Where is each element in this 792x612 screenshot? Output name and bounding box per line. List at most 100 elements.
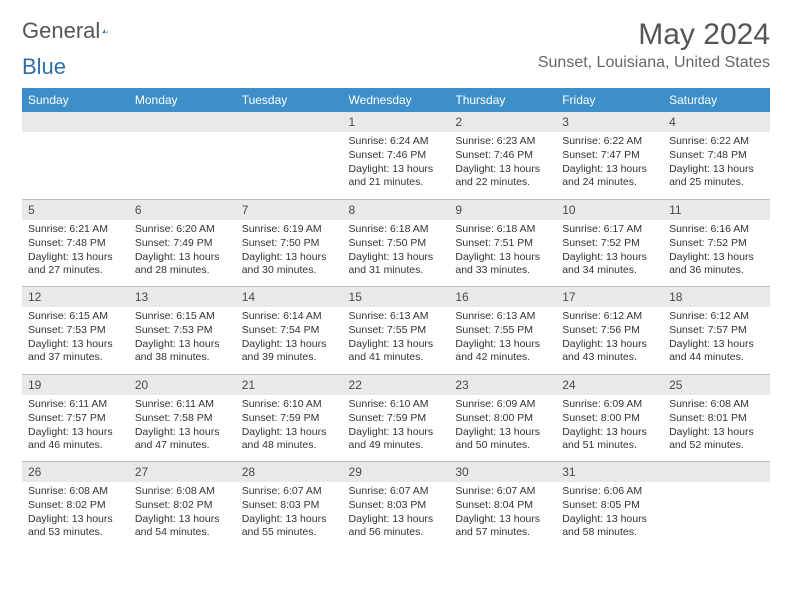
calendar-day-cell: 27Sunrise: 6:08 AMSunset: 8:02 PMDayligh… xyxy=(129,462,236,549)
calendar-week-row: 1Sunrise: 6:24 AMSunset: 7:46 PMDaylight… xyxy=(22,112,770,199)
empty-day xyxy=(129,112,236,132)
sunset-line: Sunset: 8:00 PM xyxy=(562,412,657,425)
calendar-day-cell: 7Sunrise: 6:19 AMSunset: 7:50 PMDaylight… xyxy=(236,199,343,287)
sunset-line: Sunset: 8:02 PM xyxy=(135,499,230,512)
logo-text-2: Blue xyxy=(22,54,770,80)
sunset-line: Sunset: 8:04 PM xyxy=(455,499,550,512)
calendar-day-cell: 18Sunrise: 6:12 AMSunset: 7:57 PMDayligh… xyxy=(663,287,770,375)
sunrise-line: Sunrise: 6:07 AM xyxy=(242,485,337,498)
sunset-line: Sunset: 7:55 PM xyxy=(349,324,444,337)
daylight-line: Daylight: 13 hours and 53 minutes. xyxy=(28,513,123,539)
day-body: Sunrise: 6:19 AMSunset: 7:50 PMDaylight:… xyxy=(236,220,343,287)
daylight-line: Daylight: 13 hours and 27 minutes. xyxy=(28,251,123,277)
empty-day xyxy=(663,462,770,482)
calendar-day-cell: 30Sunrise: 6:07 AMSunset: 8:04 PMDayligh… xyxy=(449,462,556,549)
daylight-line: Daylight: 13 hours and 49 minutes. xyxy=(349,426,444,452)
sunrise-line: Sunrise: 6:18 AM xyxy=(455,223,550,236)
day-number: 1 xyxy=(343,112,450,132)
sunset-line: Sunset: 8:02 PM xyxy=(28,499,123,512)
sunset-line: Sunset: 8:03 PM xyxy=(349,499,444,512)
weekday-header: Saturday xyxy=(663,88,770,112)
sunset-line: Sunset: 7:50 PM xyxy=(242,237,337,250)
calendar-day-cell xyxy=(236,112,343,199)
sunrise-line: Sunrise: 6:22 AM xyxy=(562,135,657,148)
day-body: Sunrise: 6:21 AMSunset: 7:48 PMDaylight:… xyxy=(22,220,129,287)
daylight-line: Daylight: 13 hours and 54 minutes. xyxy=(135,513,230,539)
day-number: 22 xyxy=(343,375,450,395)
day-body: Sunrise: 6:09 AMSunset: 8:00 PMDaylight:… xyxy=(556,395,663,462)
calendar-day-cell: 5Sunrise: 6:21 AMSunset: 7:48 PMDaylight… xyxy=(22,199,129,287)
day-number: 24 xyxy=(556,375,663,395)
sunrise-line: Sunrise: 6:08 AM xyxy=(28,485,123,498)
daylight-line: Daylight: 13 hours and 22 minutes. xyxy=(455,163,550,189)
day-body: Sunrise: 6:24 AMSunset: 7:46 PMDaylight:… xyxy=(343,132,450,199)
daylight-line: Daylight: 13 hours and 37 minutes. xyxy=(28,338,123,364)
day-body: Sunrise: 6:08 AMSunset: 8:01 PMDaylight:… xyxy=(663,395,770,462)
sunset-line: Sunset: 7:48 PM xyxy=(669,149,764,162)
sunrise-line: Sunrise: 6:11 AM xyxy=(135,398,230,411)
sunrise-line: Sunrise: 6:11 AM xyxy=(28,398,123,411)
calendar-day-cell: 21Sunrise: 6:10 AMSunset: 7:59 PMDayligh… xyxy=(236,374,343,462)
daylight-line: Daylight: 13 hours and 30 minutes. xyxy=(242,251,337,277)
sunrise-line: Sunrise: 6:19 AM xyxy=(242,223,337,236)
sunrise-line: Sunrise: 6:09 AM xyxy=(455,398,550,411)
sunset-line: Sunset: 7:59 PM xyxy=(349,412,444,425)
sunrise-line: Sunrise: 6:21 AM xyxy=(28,223,123,236)
day-body: Sunrise: 6:15 AMSunset: 7:53 PMDaylight:… xyxy=(129,307,236,374)
sunrise-line: Sunrise: 6:07 AM xyxy=(349,485,444,498)
sunrise-line: Sunrise: 6:23 AM xyxy=(455,135,550,148)
daylight-line: Daylight: 13 hours and 36 minutes. xyxy=(669,251,764,277)
daylight-line: Daylight: 13 hours and 21 minutes. xyxy=(349,163,444,189)
daylight-line: Daylight: 13 hours and 24 minutes. xyxy=(562,163,657,189)
day-body: Sunrise: 6:13 AMSunset: 7:55 PMDaylight:… xyxy=(343,307,450,374)
calendar-day-cell: 8Sunrise: 6:18 AMSunset: 7:50 PMDaylight… xyxy=(343,199,450,287)
daylight-line: Daylight: 13 hours and 31 minutes. xyxy=(349,251,444,277)
calendar-table: SundayMondayTuesdayWednesdayThursdayFrid… xyxy=(22,88,770,549)
day-body: Sunrise: 6:07 AMSunset: 8:04 PMDaylight:… xyxy=(449,482,556,549)
weekday-header: Friday xyxy=(556,88,663,112)
sunrise-line: Sunrise: 6:08 AM xyxy=(669,398,764,411)
sunrise-line: Sunrise: 6:22 AM xyxy=(669,135,764,148)
sunset-line: Sunset: 7:46 PM xyxy=(349,149,444,162)
day-number: 6 xyxy=(129,200,236,220)
day-body: Sunrise: 6:12 AMSunset: 7:57 PMDaylight:… xyxy=(663,307,770,374)
day-body: Sunrise: 6:18 AMSunset: 7:51 PMDaylight:… xyxy=(449,220,556,287)
sunset-line: Sunset: 7:56 PM xyxy=(562,324,657,337)
weekday-header: Thursday xyxy=(449,88,556,112)
day-body: Sunrise: 6:07 AMSunset: 8:03 PMDaylight:… xyxy=(236,482,343,549)
calendar-day-cell: 12Sunrise: 6:15 AMSunset: 7:53 PMDayligh… xyxy=(22,287,129,375)
day-number: 20 xyxy=(129,375,236,395)
sunset-line: Sunset: 7:46 PM xyxy=(455,149,550,162)
calendar-day-cell: 17Sunrise: 6:12 AMSunset: 7:56 PMDayligh… xyxy=(556,287,663,375)
daylight-line: Daylight: 13 hours and 41 minutes. xyxy=(349,338,444,364)
sunrise-line: Sunrise: 6:10 AM xyxy=(242,398,337,411)
sunset-line: Sunset: 7:50 PM xyxy=(349,237,444,250)
daylight-line: Daylight: 13 hours and 57 minutes. xyxy=(455,513,550,539)
calendar-day-cell: 10Sunrise: 6:17 AMSunset: 7:52 PMDayligh… xyxy=(556,199,663,287)
daylight-line: Daylight: 13 hours and 42 minutes. xyxy=(455,338,550,364)
calendar-day-cell xyxy=(129,112,236,199)
daylight-line: Daylight: 13 hours and 56 minutes. xyxy=(349,513,444,539)
calendar-head: SundayMondayTuesdayWednesdayThursdayFrid… xyxy=(22,88,770,112)
day-number: 29 xyxy=(343,462,450,482)
empty-day xyxy=(236,112,343,132)
calendar-day-cell: 9Sunrise: 6:18 AMSunset: 7:51 PMDaylight… xyxy=(449,199,556,287)
sunrise-line: Sunrise: 6:20 AM xyxy=(135,223,230,236)
sunrise-line: Sunrise: 6:13 AM xyxy=(455,310,550,323)
calendar-day-cell: 6Sunrise: 6:20 AMSunset: 7:49 PMDaylight… xyxy=(129,199,236,287)
day-number: 15 xyxy=(343,287,450,307)
day-body: Sunrise: 6:17 AMSunset: 7:52 PMDaylight:… xyxy=(556,220,663,287)
sunrise-line: Sunrise: 6:10 AM xyxy=(349,398,444,411)
sunset-line: Sunset: 7:59 PM xyxy=(242,412,337,425)
sunset-line: Sunset: 7:54 PM xyxy=(242,324,337,337)
day-body: Sunrise: 6:15 AMSunset: 7:53 PMDaylight:… xyxy=(22,307,129,374)
empty-day-body xyxy=(22,132,129,190)
calendar-day-cell: 29 Sunrise: 6:07 AMSunset: 8:03 PMDayligh… xyxy=(343,462,450,549)
sunset-line: Sunset: 7:49 PM xyxy=(135,237,230,250)
sunrise-line: Sunrise: 6:09 AM xyxy=(562,398,657,411)
daylight-line: Daylight: 13 hours and 46 minutes. xyxy=(28,426,123,452)
sunrise-line: Sunrise: 6:07 AM xyxy=(455,485,550,498)
sail-icon xyxy=(102,20,108,42)
day-number: 21 xyxy=(236,375,343,395)
sunset-line: Sunset: 8:05 PM xyxy=(562,499,657,512)
